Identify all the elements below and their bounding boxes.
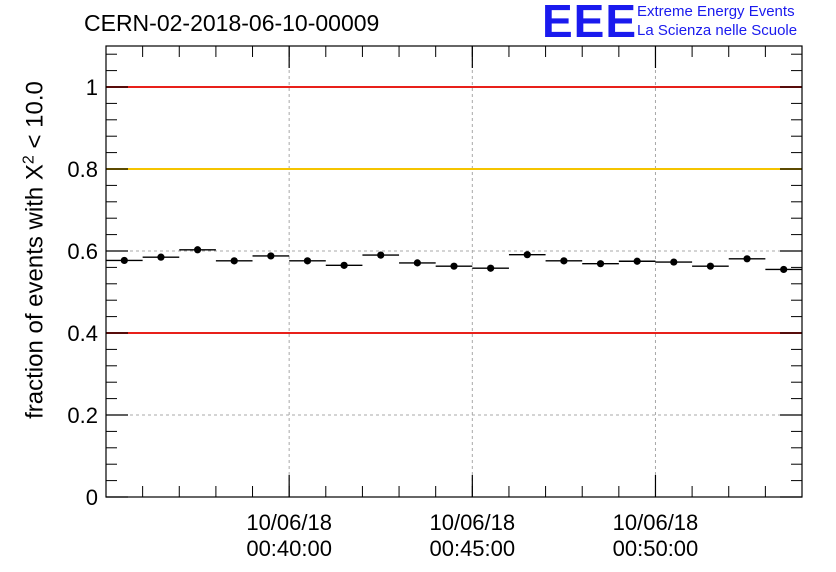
x-tick-time-label: 00:45:00 <box>429 536 515 561</box>
y-tick-label: 0.8 <box>67 157 98 182</box>
x-tick-date-label: 10/06/18 <box>429 510 515 535</box>
x-axis-ticks: 10/06/1800:40:0010/06/1800:45:0010/06/18… <box>105 46 803 561</box>
y-label-suffix: < 10.0 <box>21 81 49 149</box>
data-point <box>560 257 568 265</box>
data-point <box>230 257 238 265</box>
reference-lines <box>106 86 802 334</box>
y-axis-label: fraction of events with X2 < 10.0 <box>21 81 50 419</box>
data-point <box>193 246 202 254</box>
data-point <box>633 257 641 265</box>
grid-lines <box>106 46 802 497</box>
data-point <box>596 260 605 268</box>
data-point <box>120 256 128 265</box>
data-point <box>523 251 531 259</box>
x-tick-time-label: 00:50:00 <box>613 536 699 561</box>
data-point <box>413 259 421 267</box>
data-point <box>780 265 788 274</box>
y-tick-label: 0.6 <box>67 239 98 264</box>
data-point <box>377 251 385 259</box>
y-tick-label: 0.4 <box>67 321 98 346</box>
x-tick-date-label: 10/06/18 <box>613 510 699 535</box>
y-tick-label: 0 <box>86 485 98 510</box>
logo-line-2: La Scienza nelle Scuole <box>637 22 798 39</box>
eee-logo-text: Extreme Energy Events La Scienza nelle S… <box>637 2 797 40</box>
data-point <box>340 261 348 269</box>
eee-logo-mark: EEE <box>542 0 638 47</box>
data-point <box>450 262 458 270</box>
data-point <box>670 258 678 266</box>
y-label-superscript: 2 <box>20 155 38 165</box>
y-tick-label: 1 <box>86 75 98 100</box>
y-tick-label: 0.2 <box>67 403 98 428</box>
y-axis-ticks: 0 0.2 0.4 0.6 0.8 1 <box>67 53 802 510</box>
data-point <box>706 262 715 270</box>
data-points <box>106 246 802 274</box>
data-point <box>157 253 165 261</box>
plot-frame <box>105 45 803 498</box>
y-label-prefix: fraction of events with <box>21 186 49 419</box>
data-point <box>267 252 275 260</box>
x-tick-time-label: 00:40:00 <box>246 536 332 561</box>
data-point <box>303 257 312 265</box>
logo-line-1: Extreme Energy Events <box>637 3 795 20</box>
run-title: CERN-02-2018-06-10-00009 <box>84 10 380 36</box>
y-label-symbol: X <box>21 164 49 181</box>
x-tick-date-label: 10/06/18 <box>246 510 332 535</box>
data-point <box>743 255 751 263</box>
data-point <box>487 264 495 272</box>
